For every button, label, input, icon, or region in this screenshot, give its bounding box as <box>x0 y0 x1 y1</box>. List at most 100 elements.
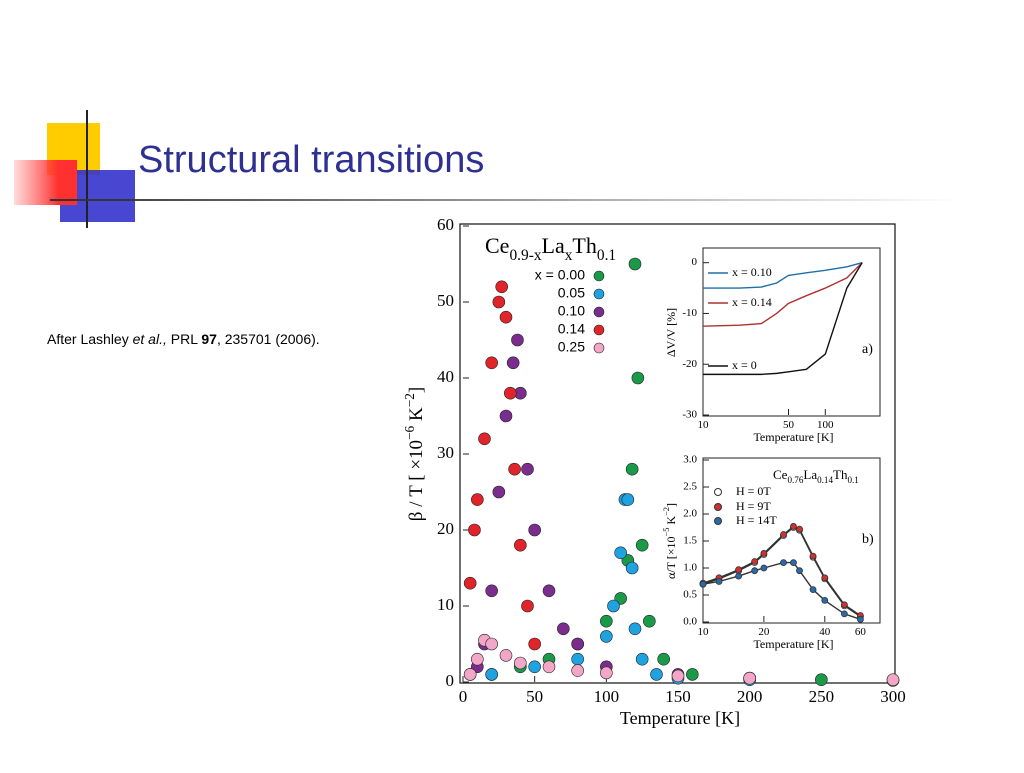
formula-part: Th <box>833 467 848 482</box>
point <box>485 356 498 370</box>
y-axis-label-part: ] <box>406 387 427 393</box>
series-marker <box>735 566 743 574</box>
x-tick-label: 0 <box>459 687 468 706</box>
point <box>657 652 670 666</box>
point <box>521 599 534 613</box>
x-tick-label: 10 <box>698 419 710 431</box>
point <box>625 561 639 575</box>
y-axis-label-part: −2 <box>662 507 671 516</box>
y-tick-label: 10 <box>437 595 454 614</box>
point <box>492 295 506 309</box>
y-tick-label: -30 <box>682 409 697 421</box>
series-line <box>703 262 863 289</box>
point <box>485 584 498 598</box>
point <box>631 371 645 385</box>
y-tick-label: 0.5 <box>683 589 697 601</box>
point <box>528 660 541 674</box>
point <box>671 669 685 683</box>
formula: Ce0.76La0.14Th0.1 <box>773 467 859 485</box>
point <box>499 310 513 324</box>
x-tick-label: 40 <box>819 626 831 638</box>
x-tick-label: 60 <box>855 626 867 638</box>
series-marker <box>821 574 829 582</box>
y-tick-label: 50 <box>437 291 454 310</box>
series-marker <box>821 597 829 604</box>
point <box>643 614 656 628</box>
legend-marker <box>593 288 605 300</box>
y-axis-label: β / T [ ×10−6 K−2] <box>402 387 428 521</box>
legend-marker <box>593 270 605 282</box>
x-tick-label: 250 <box>809 687 835 706</box>
citation: After Lashley et al., PRL 97, 235701 (20… <box>47 331 320 347</box>
y-axis-label-part: K <box>664 516 678 528</box>
formula-part: Ce <box>773 467 788 482</box>
x-tick-label: 100 <box>817 419 834 431</box>
y-tick-label: 2.0 <box>683 508 697 520</box>
legend-label: H = 0T <box>736 484 771 498</box>
y-tick-label: 30 <box>437 443 454 462</box>
legend-label: x = 0.10 <box>732 265 772 279</box>
point <box>743 671 756 685</box>
formula-part: 0.14 <box>817 475 833 485</box>
series-marker <box>760 550 768 557</box>
y-tick-label: 60 <box>437 215 454 234</box>
point <box>468 523 481 537</box>
formula-part: Ce <box>485 233 509 258</box>
point <box>499 649 513 662</box>
point <box>463 668 477 681</box>
series-marker <box>735 572 743 580</box>
y-axis-label-part: α/T [×10 <box>664 537 678 580</box>
x-tick-label: 50 <box>526 687 543 706</box>
y-axis-label-part: −2 <box>402 393 417 407</box>
point <box>650 668 663 681</box>
x-tick-label: 300 <box>880 687 906 706</box>
formula-part: x <box>565 247 573 264</box>
series-marker <box>840 601 848 609</box>
y-tick-label: -20 <box>682 358 697 370</box>
y-axis-label: ΔV/V [%] <box>664 308 678 357</box>
x-tick-label: 20 <box>758 626 770 638</box>
y-tick-label: 40 <box>437 367 454 386</box>
point <box>485 637 498 651</box>
point <box>463 576 477 590</box>
x-tick-label: 150 <box>665 687 691 706</box>
point <box>499 409 513 423</box>
point <box>506 356 520 370</box>
point <box>478 432 491 446</box>
slide-title: Structural transitions <box>138 139 484 181</box>
x-tick-label: 200 <box>737 687 763 706</box>
y-tick-label: 0 <box>692 256 698 268</box>
series-marker <box>856 615 864 623</box>
series-line <box>702 525 861 617</box>
point <box>628 622 642 636</box>
point <box>625 462 639 476</box>
formula-part: 0.9-x <box>509 247 541 264</box>
point <box>528 637 541 651</box>
point <box>600 666 613 680</box>
point <box>607 599 620 613</box>
y-tick-label: 1.0 <box>683 562 697 574</box>
x-tick-label: 10 <box>698 626 710 638</box>
point <box>815 673 828 687</box>
legend-marker <box>714 488 722 496</box>
point <box>621 493 635 506</box>
plot-frame <box>702 457 881 624</box>
series-marker <box>751 567 759 575</box>
point <box>492 485 506 499</box>
legend-label: x = 0.14 <box>732 295 772 309</box>
legend-label: 0.10 <box>558 303 585 319</box>
y-axis-label-part: −6 <box>402 425 417 439</box>
series-line <box>702 262 863 327</box>
point <box>485 668 498 681</box>
x-axis-label: Temperature [K] <box>753 430 833 444</box>
point <box>635 652 649 666</box>
series-marker <box>809 552 817 560</box>
series-marker <box>715 578 723 585</box>
point <box>635 538 649 552</box>
y-axis-label-part: −5 <box>662 528 671 537</box>
y-tick-label: 0 <box>446 671 455 690</box>
legend-marker <box>593 324 605 336</box>
y-tick-label: 20 <box>437 519 454 538</box>
point <box>514 538 527 552</box>
point <box>514 656 527 670</box>
